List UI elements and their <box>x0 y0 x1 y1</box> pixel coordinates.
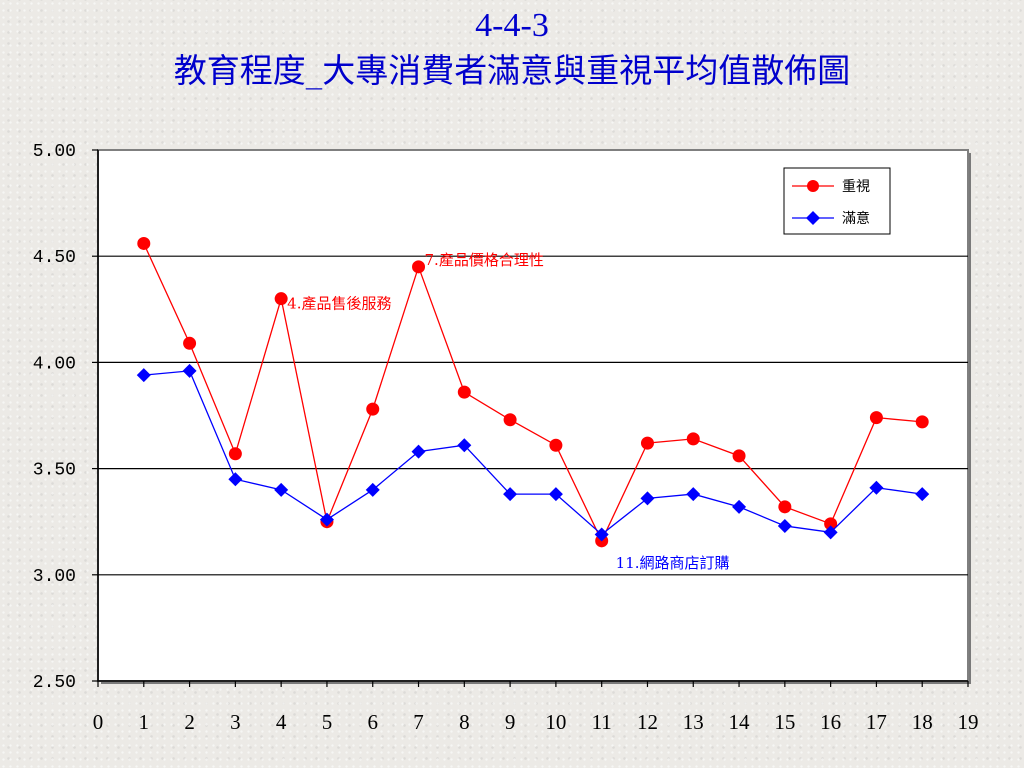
data-point-diamond <box>411 444 426 459</box>
y-tick-label: 3.50 <box>33 461 76 481</box>
x-tick-label: 12 <box>637 710 658 734</box>
data-point-diamond <box>228 472 243 487</box>
data-point-circle <box>778 500 792 514</box>
gridlines <box>97 150 968 682</box>
x-tick-label: 4 <box>276 710 287 734</box>
data-point-diamond <box>732 499 747 514</box>
x-tick-label: 10 <box>545 710 566 734</box>
x-tick-label: 1 <box>139 710 150 734</box>
data-point-diamond <box>457 438 472 453</box>
series-importance <box>137 236 929 548</box>
series-line <box>143 243 923 543</box>
data-point-diamond <box>594 527 609 542</box>
data-point-circle <box>412 260 426 274</box>
data-point-circle <box>915 415 929 429</box>
title-block: 4-4-3 教育程度_大專消費者滿意與重視平均值散佈圖 <box>0 4 1024 94</box>
data-point-circle <box>503 413 517 427</box>
annotation-label: 11.網路商店訂購 <box>616 554 730 572</box>
x-tick-label: 11 <box>592 710 612 734</box>
data-point-diamond <box>823 525 838 540</box>
y-axis-ticks: 2.50 3.00 3.50 4.00 4.50 5.00 <box>33 142 98 693</box>
x-tick-label: 7 <box>413 710 424 734</box>
legend-label: 重視 <box>842 179 870 195</box>
data-point-diamond <box>319 512 334 527</box>
x-tick-label: 19 <box>958 710 979 734</box>
data-point-circle <box>366 402 380 416</box>
data-point-circle <box>274 292 288 306</box>
chart-number: 4-4-3 <box>475 7 549 44</box>
series-line <box>143 370 923 536</box>
x-tick-label: 2 <box>184 710 195 734</box>
data-point-circle <box>686 432 700 446</box>
data-point-circle <box>732 449 746 463</box>
legend-marker-diamond <box>806 211 820 225</box>
x-tick-label: 18 <box>912 710 933 734</box>
data-point-circle <box>228 447 242 461</box>
data-point-diamond <box>548 487 563 502</box>
y-tick-label: 4.00 <box>33 354 76 374</box>
x-tick-label: 5 <box>322 710 333 734</box>
data-point-diamond <box>640 491 655 506</box>
data-point-circle <box>137 236 151 250</box>
data-point-diamond <box>869 480 884 495</box>
data-series <box>136 236 930 548</box>
x-tick-label: 16 <box>820 710 841 734</box>
data-point-diamond <box>274 482 289 497</box>
legend-label: 滿意 <box>842 210 870 227</box>
data-point-diamond <box>365 482 380 497</box>
x-tick-label: 8 <box>459 710 470 734</box>
data-point-circle <box>183 336 197 350</box>
x-tick-label: 14 <box>729 710 751 734</box>
data-point-diamond <box>915 487 930 502</box>
x-tick-label: 6 <box>367 710 378 734</box>
data-point-diamond <box>182 363 197 378</box>
x-tick-label: 0 <box>93 710 104 734</box>
x-tick-label: 3 <box>230 710 241 734</box>
chart-title: 教育程度_大專消費者滿意與重視平均值散佈圖 <box>173 51 851 90</box>
x-tick-label: 15 <box>774 710 795 734</box>
x-tick-label: 9 <box>505 710 516 734</box>
annotation-label: 7.產品價格合理性 <box>425 251 544 269</box>
legend-box <box>783 167 891 235</box>
data-point-circle <box>457 385 471 399</box>
data-point-circle <box>824 517 838 531</box>
plot-frame <box>97 149 969 682</box>
series-satisfaction <box>136 363 930 542</box>
annotation-label: 4.產品售後服務 <box>287 295 391 313</box>
y-tick-label: 4.50 <box>33 248 76 268</box>
annotations: 4.產品售後服務 7.產品價格合理性 11.網路商店訂購 <box>287 251 729 572</box>
legend-marker-circle <box>807 180 819 192</box>
data-point-diamond <box>777 518 792 533</box>
x-tick-label: 17 <box>866 710 887 734</box>
y-tick-label: 2.50 <box>33 673 76 693</box>
y-tick-label: 5.00 <box>33 142 76 162</box>
y-tick-label: 3.00 <box>33 567 76 587</box>
data-point-circle <box>640 436 654 450</box>
data-point-diamond <box>503 487 518 502</box>
x-tick-label: 13 <box>683 710 704 734</box>
data-point-diamond <box>136 368 151 383</box>
data-point-circle <box>869 411 883 425</box>
data-point-diamond <box>686 487 701 502</box>
data-point-circle <box>549 438 563 452</box>
x-axis-ticks: 0 1 2 3 4 5 6 7 8 9 10 11 12 13 14 15 16 17 18 19 <box>93 681 979 734</box>
